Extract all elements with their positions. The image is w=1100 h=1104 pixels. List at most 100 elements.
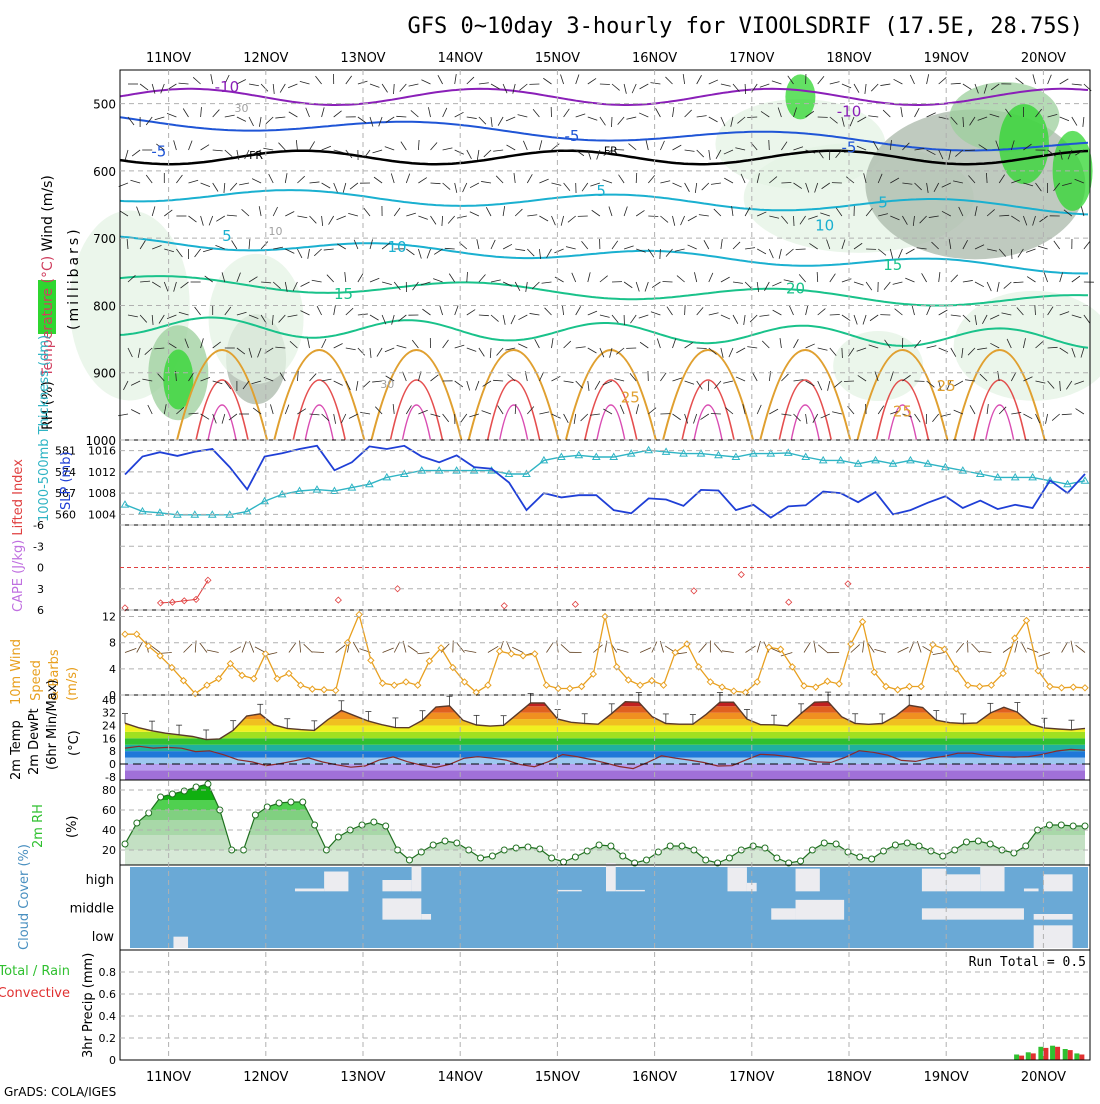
wind-barb	[491, 117, 492, 127]
wind-barb	[666, 249, 672, 257]
wind-barb	[576, 114, 586, 117]
wind-barb	[667, 307, 673, 315]
wind-barb	[523, 141, 527, 150]
wind-barb	[406, 213, 416, 216]
wind-barb	[179, 83, 189, 84]
wind-speed-line-point	[251, 676, 257, 682]
wind-speed-line-point	[801, 683, 807, 689]
temp-tick-label: 0	[109, 758, 116, 771]
wind-barb	[1084, 241, 1090, 249]
isotherm-label: 25	[937, 377, 956, 395]
cloud-block	[1043, 874, 1072, 891]
wind-barb	[269, 174, 274, 183]
rh-line-point	[1082, 823, 1088, 829]
wind-barb	[132, 150, 140, 156]
cloud-block	[606, 863, 616, 891]
surface-wind-barb	[640, 648, 651, 653]
wind-speed-line-point	[836, 681, 842, 687]
wind-barb	[685, 110, 692, 117]
wind-barb	[854, 315, 857, 324]
wind-barb	[554, 249, 563, 253]
wind-barb	[213, 183, 218, 191]
wind-barb	[673, 145, 682, 150]
wind-barb	[443, 108, 447, 117]
wind-barb	[769, 249, 773, 258]
rh-line-point	[335, 834, 341, 840]
wind-barb	[475, 381, 478, 390]
wind-barb	[721, 348, 723, 358]
wind-barb	[467, 381, 470, 391]
wind-barb	[1054, 241, 1060, 249]
chart-title: GFS 0~10day 3-hourly for VIOOLSDRIF (17.…	[407, 14, 1083, 39]
wind-barb	[1072, 117, 1077, 126]
wind-barb	[673, 107, 674, 117]
wind-barb	[600, 84, 610, 85]
rh-line-point	[146, 810, 152, 816]
wind-barb	[1062, 414, 1072, 415]
wind-barb	[736, 348, 745, 353]
rh-line-point	[1070, 823, 1076, 829]
wind-barb	[893, 282, 903, 284]
isotherm-label: 5	[222, 227, 232, 245]
wind-barb	[677, 276, 685, 282]
wind-barb	[683, 74, 684, 84]
surface-wind-barb	[818, 645, 827, 653]
wind-barb	[708, 381, 709, 391]
cloud-block	[1034, 925, 1073, 948]
li-point	[786, 599, 792, 605]
wind-barb	[261, 242, 268, 249]
precip-conv-bar	[1031, 1053, 1036, 1060]
surface-wind-barb	[956, 643, 964, 652]
temp-tick-label: 24	[102, 719, 116, 732]
wind-barb	[673, 339, 676, 348]
wind-barb	[576, 347, 586, 348]
wind-barb	[296, 140, 297, 150]
wind-barb	[497, 348, 504, 356]
wind-barb	[442, 216, 443, 226]
pressure-tick-label: 700	[93, 232, 116, 246]
wind-barb	[645, 282, 648, 291]
wind-barb	[539, 140, 541, 150]
wind-barb	[757, 249, 766, 254]
x-tick-label-bottom: 16NOV	[632, 1070, 677, 1085]
rh-tick-label: 60	[102, 804, 116, 817]
isotherm-label: 25	[893, 403, 912, 421]
wind-barb	[322, 379, 332, 381]
wind-barb	[600, 276, 608, 282]
wind-barb	[470, 183, 479, 188]
wind-tick-label: 12	[102, 611, 116, 624]
wind-barb	[360, 412, 370, 414]
wind-barb	[518, 115, 528, 117]
x-tick-label-top: 17NOV	[729, 51, 774, 66]
wind-barb	[901, 107, 903, 117]
wind-barb	[619, 175, 625, 183]
rh-line-point	[821, 840, 827, 846]
wind-barb	[393, 404, 394, 414]
wind-barb	[915, 414, 921, 422]
wind-barb	[697, 75, 702, 84]
precip-tick-label: 0	[109, 1054, 116, 1067]
isotherm-label: -10	[837, 103, 862, 121]
pressure-tick-label: 900	[93, 367, 116, 381]
li-line	[161, 580, 208, 603]
wind-barb	[939, 272, 940, 282]
surface-wind-barb	[722, 651, 734, 653]
wind-barb	[1060, 79, 1069, 84]
wind-barb	[431, 183, 441, 184]
rh-line-point	[1023, 843, 1029, 849]
upper-ylabel-part: Wind (m/s)	[40, 175, 56, 256]
wind-barb	[249, 239, 250, 249]
wind-barb	[709, 313, 719, 315]
wind-barb	[922, 273, 927, 282]
wind-barb	[639, 113, 648, 117]
upper-ylabel-units: (millibars)	[66, 226, 82, 330]
rh-tick-label: 80	[102, 784, 116, 797]
wind-ylabel-part: 10m Wind	[9, 639, 24, 705]
wind-barb	[431, 142, 438, 150]
precip-conv-bar	[1079, 1055, 1084, 1061]
wind-barb	[363, 381, 370, 388]
wind-barb	[467, 348, 476, 351]
rh-line-point	[1058, 822, 1064, 828]
isotherm-35	[402, 405, 430, 440]
wind-barb	[906, 249, 915, 254]
